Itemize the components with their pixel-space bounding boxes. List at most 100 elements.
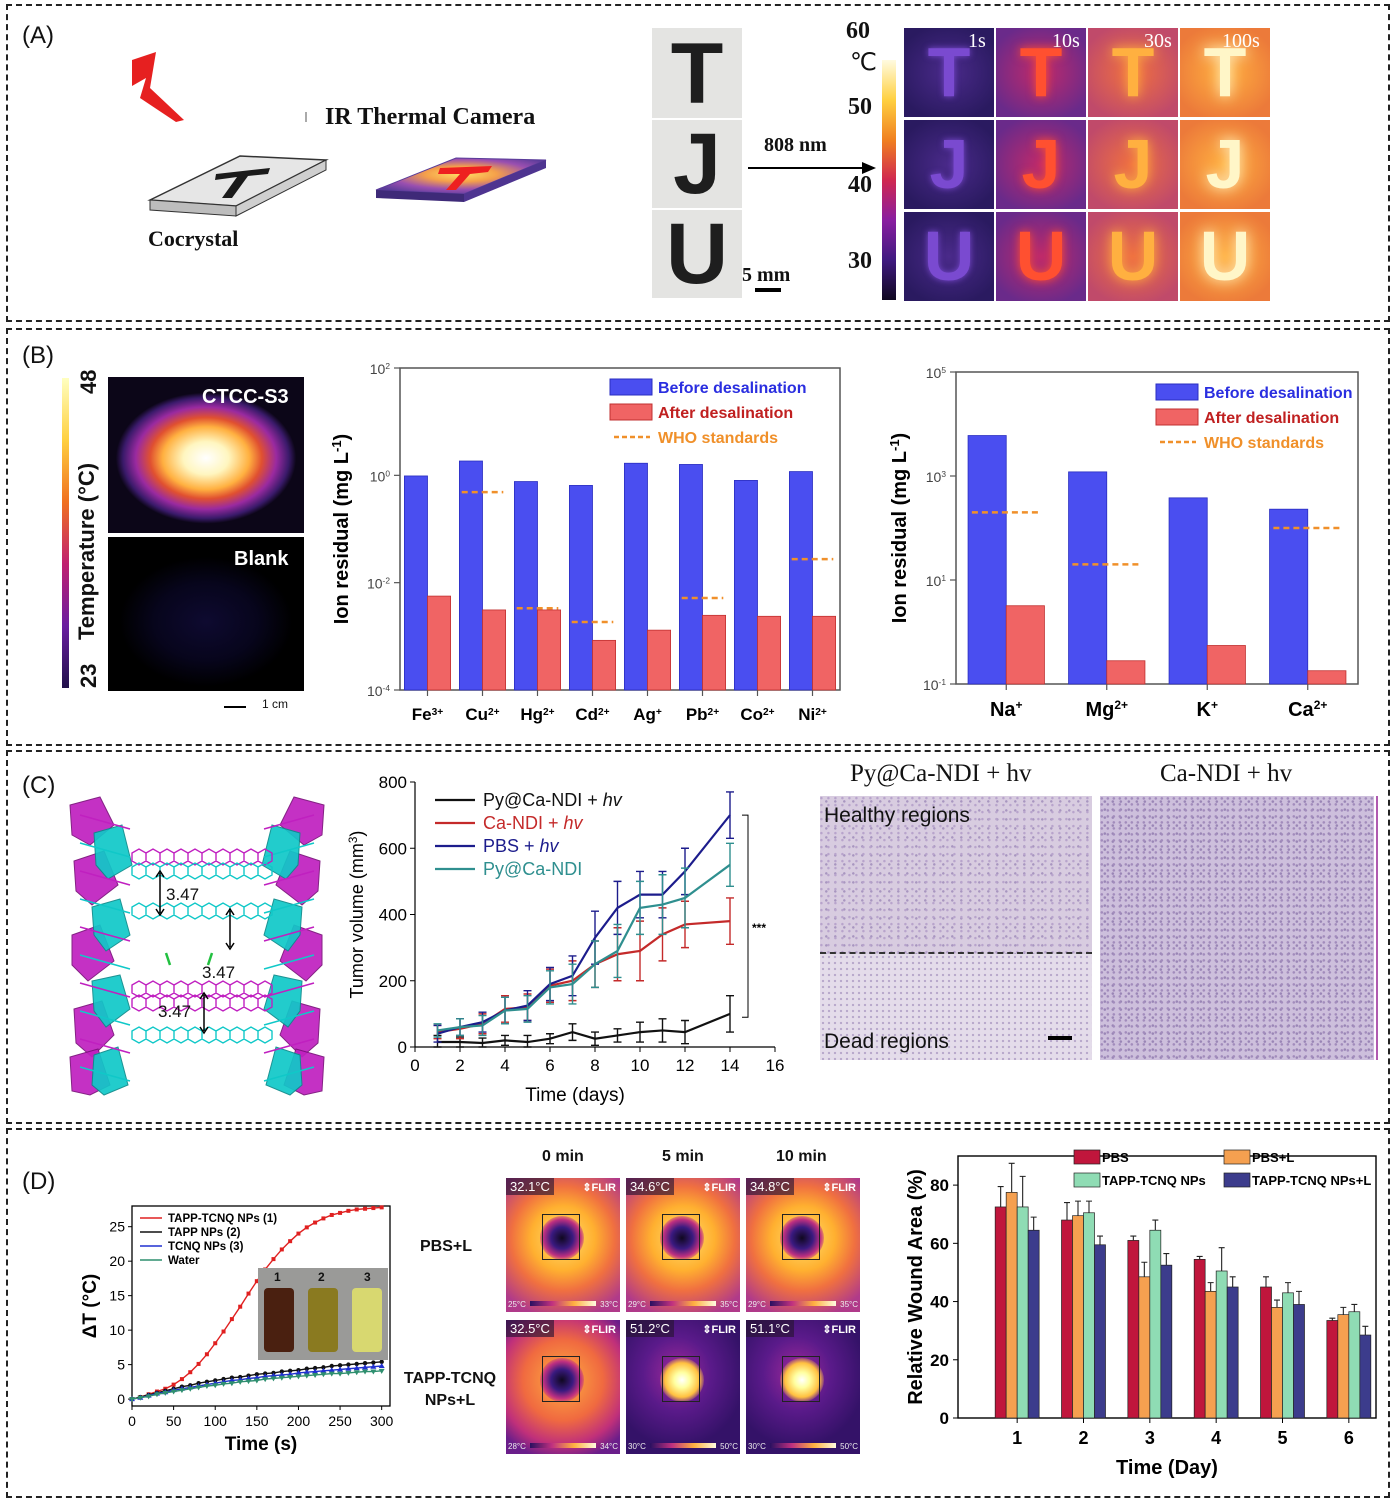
marker <box>312 1372 319 1378</box>
time-label-30s: 30s <box>1144 30 1172 52</box>
scale-bar-b <box>224 706 246 708</box>
error-bar <box>546 970 554 1005</box>
flir-scale-max: 35°C <box>720 1300 738 1309</box>
scale-bar-label-b: 1 cm <box>262 697 289 711</box>
framework-bond <box>263 926 315 942</box>
aromatic-layer <box>131 902 273 920</box>
error-bar <box>1263 1276 1269 1287</box>
error-bar <box>501 996 509 1025</box>
flir-image-r1-c2: 51.1°C ⇕FLIR 30°C 50°C <box>746 1320 860 1454</box>
x-tick-label: 5 <box>1277 1428 1287 1448</box>
legend-swatch-3 <box>1223 1172 1251 1188</box>
marker <box>329 1363 334 1369</box>
y-axis-label: ΔT (°C) <box>80 1274 101 1339</box>
framework-left <box>69 796 133 1096</box>
x-tick-label-Cd2+: Cd2+ <box>575 705 609 724</box>
error-bar <box>1008 1162 1015 1193</box>
marker <box>188 1370 193 1375</box>
bar-before-K+ <box>1168 497 1208 685</box>
marker <box>303 1369 310 1375</box>
marker <box>270 1376 277 1382</box>
marker <box>279 1247 284 1252</box>
letter-photo-u: U <box>665 206 729 302</box>
y-tick-label: 800 <box>379 773 407 792</box>
x-tick-label: 150 <box>245 1413 269 1429</box>
marker <box>287 1368 293 1374</box>
error-bar <box>1064 1202 1070 1221</box>
bar-TAPP-TCNQ NPs-day-3 <box>1149 1229 1162 1419</box>
plot-frame <box>955 371 1359 685</box>
x-tick-label: 12 <box>676 1056 695 1075</box>
x-tick-label: 4 <box>500 1056 509 1075</box>
y-tick-label: 10-1 <box>923 677 946 693</box>
colorbar-a <box>882 60 896 300</box>
thermal-cell-u-3: U <box>1180 212 1270 301</box>
bar-after-K+ <box>1206 645 1246 685</box>
bar-after-Na+ <box>1005 605 1045 685</box>
chart-wound-area: 0 20 40 60 80 1 2 3 4 5 6 Time (Day) Relative Wound … <box>905 1149 1377 1479</box>
legend-swatch-before <box>1155 383 1199 401</box>
error-bar <box>433 1023 442 1038</box>
chart-heavy-metals: 10-4 10-2 100 102 Fe3+ Cu2+ Hg2+ Cd2+ Ag+ Pb2+ Co2… <box>330 361 841 724</box>
stacked-layers <box>131 848 273 1044</box>
x-tick-label: 14 <box>721 1056 740 1075</box>
x-axis-label: Time (Day) <box>1116 1457 1218 1479</box>
error-bar <box>658 874 667 936</box>
aromatic-layer <box>131 980 273 998</box>
crystal-structure <box>69 796 325 1096</box>
distance-label-1: 3.47 <box>166 885 200 904</box>
flir-logo: ⇕FLIR <box>702 1182 736 1194</box>
x-tick-label: 6 <box>1344 1428 1354 1448</box>
cyan-polyhedron <box>91 1046 129 1096</box>
bar-TAPP-TCNQ NPs+L-day-1 <box>1027 1229 1040 1419</box>
flir-temperature-readout: 34.6°C <box>626 1178 674 1195</box>
thermal-cell-t-1: T <box>996 28 1086 117</box>
x-tick-label: 0 <box>128 1413 136 1429</box>
error-bar <box>1351 1303 1358 1312</box>
flir-logo: ⇕FLIR <box>702 1324 736 1336</box>
framework-bond <box>263 982 315 998</box>
marker <box>187 1386 194 1392</box>
marker <box>304 1225 309 1230</box>
y-tick-label: 105 <box>926 365 947 381</box>
bar-before-Fe3+ <box>404 475 428 691</box>
hotspot <box>540 1358 584 1402</box>
error-bar <box>681 867 689 929</box>
flir-logo: ⇕FLIR <box>582 1182 616 1194</box>
error-bar <box>1285 1282 1291 1293</box>
x-tick-label: 6 <box>545 1056 554 1075</box>
bar-PBS+L-day-5 <box>1271 1307 1283 1419</box>
bar-before-Mg2+ <box>1068 471 1108 685</box>
x-tick-label: 3 <box>1145 1428 1155 1448</box>
framework-bond <box>79 814 131 830</box>
marker <box>304 1366 309 1371</box>
error-bar <box>613 1028 622 1043</box>
thermal-cell-t-2: T <box>1088 28 1178 117</box>
significance-label: *** <box>752 921 766 935</box>
framework-bond <box>263 1066 315 1082</box>
flir-image-r0-c2: 34.8°C ⇕FLIR 29°C 35°C <box>746 1178 860 1312</box>
y-tick-label: 10-4 <box>367 683 390 699</box>
error-bar <box>478 1037 487 1048</box>
thermal-image-sample <box>108 377 304 533</box>
flir-scale <box>530 1301 596 1306</box>
time-label-1s: 1s <box>968 30 986 52</box>
legend-swatch-0 <box>1073 1149 1101 1165</box>
bar-after-Hg2+ <box>537 609 562 691</box>
bar-after-Ni2+ <box>812 615 837 691</box>
chart-major-ions: 10-1 101 103 105 Na+ Mg2+ K+ Ca2+ Ion residual (… <box>887 365 1359 721</box>
sample-label: CTCC-S3 <box>202 386 289 408</box>
bar-after-Fe3+ <box>427 595 452 691</box>
letter-photo-j: J <box>673 116 721 212</box>
marker <box>254 1372 260 1377</box>
error-bar <box>478 1014 487 1037</box>
marker <box>270 1372 277 1378</box>
panel-b-frame <box>6 328 1390 746</box>
error-bar <box>997 1186 1004 1207</box>
y-tick-label: 0 <box>117 1391 125 1407</box>
legend-label-who: WHO standards <box>658 430 778 447</box>
cocrystal-label: Cocrystal <box>148 226 239 251</box>
marker <box>295 1374 302 1380</box>
legend-label-0: PBS <box>1102 1150 1129 1165</box>
framework-bond <box>79 1010 131 1026</box>
